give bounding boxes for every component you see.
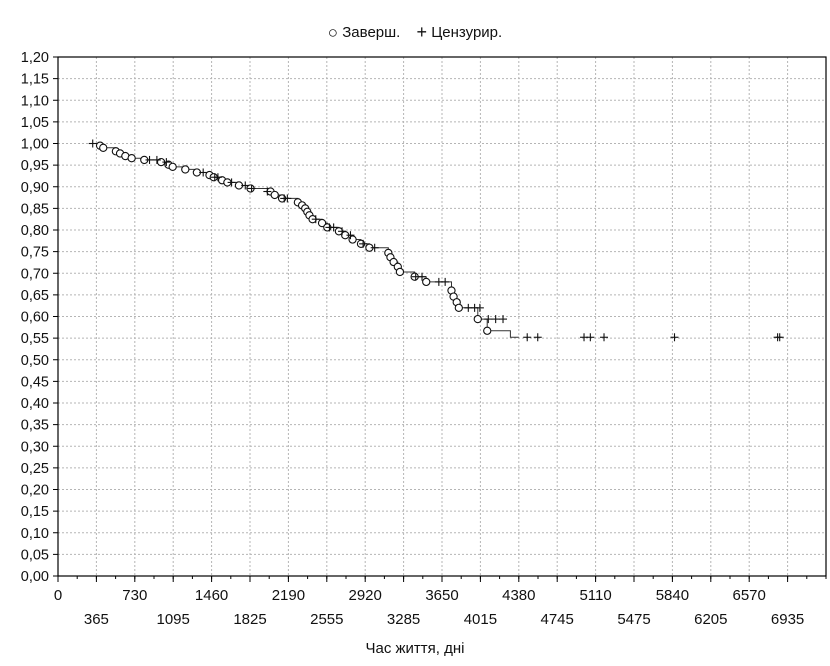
legend-completed-label: Заверш. — [342, 24, 401, 41]
x-tick-label: 4380 — [502, 587, 535, 604]
y-tick-label: 0,80 — [21, 223, 49, 239]
x-tick-label: 1095 — [157, 611, 190, 628]
y-tick-label: 0,90 — [21, 180, 49, 196]
y-tick-label: 0,70 — [21, 266, 49, 282]
x-tick-label: 2190 — [272, 587, 305, 604]
legend-censored-label: Цензурир. — [431, 24, 503, 41]
x-tick-label: 6205 — [694, 611, 727, 628]
data-point-censored — [533, 333, 542, 342]
y-tick-label: 0,65 — [21, 288, 49, 304]
y-tick-label: 1,05 — [21, 115, 49, 131]
y-tick-label: 0,85 — [21, 201, 49, 217]
x-tick-label: 6570 — [733, 587, 766, 604]
x-tick-label: 365 — [84, 611, 109, 628]
legend-censored: + Цензурир. — [417, 22, 503, 43]
x-axis-label: Час життя, дні — [365, 640, 465, 657]
x-tick-label: 1825 — [233, 611, 266, 628]
data-point-completed — [395, 267, 405, 277]
legend: ○ Заверш. + Цензурир. — [0, 22, 830, 43]
data-point-censored — [145, 155, 154, 164]
y-tick-label: 1,20 — [21, 50, 49, 66]
data-point-censored — [475, 303, 484, 312]
data-point-censored — [247, 184, 256, 193]
data-point-completed — [270, 190, 279, 200]
y-tick-label: 0,00 — [21, 569, 49, 585]
data-point-completed — [181, 165, 190, 174]
y-tick-label: 0,15 — [21, 504, 49, 520]
data-point-censored — [499, 315, 508, 324]
x-tick-label: 3650 — [425, 587, 458, 604]
data-point-completed — [168, 162, 177, 172]
data-point-completed — [317, 218, 327, 228]
data-point-censored — [346, 231, 355, 240]
y-tick-label: 1,15 — [21, 72, 49, 88]
data-point-censored — [213, 173, 222, 182]
data-point-censored — [523, 333, 532, 342]
data-point-censored — [338, 227, 347, 236]
data-point-censored — [241, 181, 250, 190]
x-tick-label: 6935 — [771, 611, 804, 628]
data-point-censored — [199, 168, 208, 177]
x-tick-label: 4745 — [541, 611, 574, 628]
data-point-censored — [418, 272, 427, 281]
y-tick-label: 0,55 — [21, 331, 49, 347]
data-point-censored — [370, 243, 379, 252]
x-tick-label: 0 — [54, 587, 62, 604]
y-tick-label: 0,40 — [21, 396, 49, 412]
x-tick-label: 2555 — [310, 611, 343, 628]
data-point-censored — [283, 194, 292, 203]
data-point-censored — [88, 139, 97, 148]
x-tick-label: 3285 — [387, 611, 420, 628]
y-tick-label: 0,20 — [21, 483, 49, 499]
y-tick-label: 1,10 — [21, 93, 49, 109]
data-point-censored — [227, 178, 236, 187]
y-tick-label: 0,95 — [21, 158, 49, 174]
data-point-censored — [775, 333, 784, 342]
data-point-censored — [600, 333, 609, 342]
data-point-censored — [491, 315, 500, 324]
series-completed — [95, 141, 492, 335]
y-tick-label: 0,30 — [21, 439, 49, 455]
plus-icon: + — [416, 22, 428, 42]
grid-lines — [58, 56, 826, 576]
x-tick-label: 1460 — [195, 587, 228, 604]
data-point-censored — [586, 333, 595, 342]
data-point-completed — [454, 303, 463, 312]
x-tick-label: 5110 — [579, 587, 611, 604]
y-tick-label: 0,10 — [21, 526, 49, 542]
y-tick-label: 0,50 — [21, 353, 49, 369]
data-point-censored — [670, 333, 679, 342]
data-point-completed — [127, 154, 136, 163]
y-tick-label: 0,45 — [21, 374, 49, 390]
legend-completed: ○ Заверш. — [328, 23, 401, 43]
x-tick-label: 730 — [122, 587, 147, 604]
data-point-completed — [483, 326, 492, 335]
data-point-censored — [152, 155, 161, 164]
data-point-completed — [99, 143, 108, 152]
y-tick-label: 0,05 — [21, 547, 49, 563]
data-point-censored — [263, 187, 272, 196]
data-point-censored — [441, 277, 450, 286]
y-tick-label: 0,25 — [21, 461, 49, 477]
data-point-completed — [422, 277, 431, 287]
x-axis: 0 730 1460 2190 2920 3650 4380 5110 5840 6570 365 1… — [54, 576, 827, 628]
series-censored — [88, 139, 784, 342]
data-point-completed — [473, 314, 482, 324]
x-tick-label: 2920 — [349, 587, 382, 604]
data-point-censored — [311, 215, 320, 224]
data-point-censored — [359, 239, 368, 248]
data-point-censored — [484, 315, 493, 324]
data-point-censored — [162, 158, 171, 167]
data-point-censored — [329, 223, 338, 232]
y-tick-label: 0,35 — [21, 418, 49, 434]
y-tick-label: 1,00 — [21, 137, 49, 153]
y-tick-label: 0,60 — [21, 310, 49, 326]
x-tick-label: 4015 — [464, 611, 497, 628]
y-axis: 0,00 0,05 0,10 0,15 0,20 0,25 0,30 0,35 0,40 0,45… — [21, 50, 58, 585]
x-tick-label: 5475 — [617, 611, 650, 628]
y-tick-label: 0,75 — [21, 245, 49, 261]
x-tick-label: 5840 — [656, 587, 689, 604]
circle-icon: ○ — [327, 22, 339, 42]
